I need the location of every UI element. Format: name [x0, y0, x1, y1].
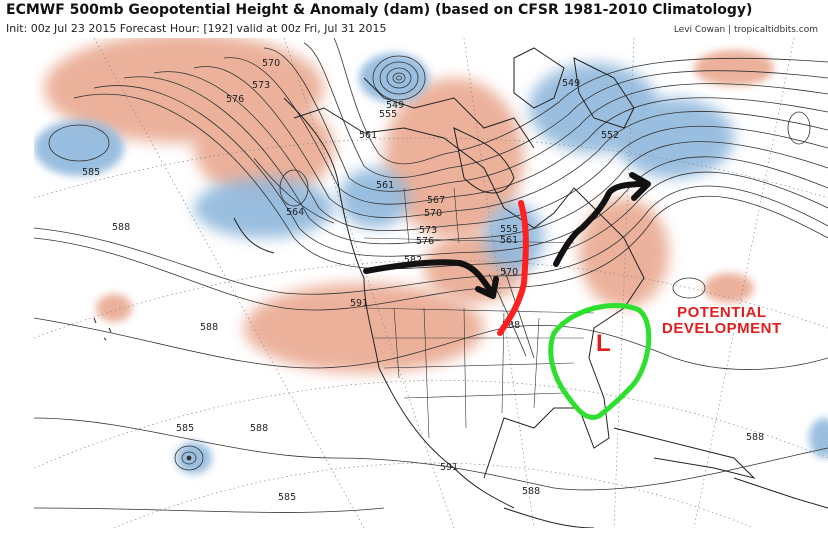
contour-label: 570 [424, 208, 442, 219]
contour-label: 555 [379, 109, 397, 120]
contour-label: 549 [386, 100, 404, 111]
coastlines [93, 47, 828, 528]
contour-label: 555 [500, 224, 518, 235]
init-forecast-info: Init: 00z Jul 23 2015 Forecast Hour: [19… [6, 22, 387, 35]
contour-label: 567 [427, 195, 445, 206]
contour-label: 588 [250, 423, 268, 434]
contour-label: 588 [502, 320, 520, 331]
low-pressure-marker: L [596, 330, 611, 357]
contour-label: 588 [746, 432, 764, 443]
map-canvas: 570 576 573 549 555 561 549 552 585 561 … [34, 38, 828, 528]
chart-title: ECMWF 500mb Geopotential Height & Anomal… [6, 2, 753, 18]
contour-label: 552 [601, 130, 619, 141]
contour-label: 570 [500, 267, 518, 278]
contour-label: 585 [176, 423, 194, 434]
flow-arrow-west [363, 259, 499, 299]
contour-label: 591 [440, 462, 458, 473]
contour-label: 588 [522, 486, 540, 497]
trough-line [497, 200, 529, 336]
closed-lows [48, 55, 811, 471]
negative-anomaly-areas [34, 53, 828, 474]
flow-arrow-east [553, 172, 651, 267]
contour-labels: 570 576 573 549 555 561 549 552 585 561 … [82, 58, 764, 503]
contour-label: 549 [562, 78, 580, 89]
contour-label: 561 [500, 235, 518, 246]
development-circle [548, 302, 652, 420]
credit-text: Levi Cowan | tropicaltidbits.com [673, 25, 818, 35]
contour-label: 585 [278, 492, 296, 503]
contour-label: 588 [112, 222, 130, 233]
contour-label: 573 [252, 80, 270, 91]
contour-label: 591 [350, 298, 368, 309]
contour-label: 576 [226, 94, 244, 105]
contour-label: 573 [419, 225, 437, 236]
weather-map: 570 576 573 549 555 561 549 552 585 561 … [34, 38, 828, 528]
contour-label: 564 [286, 207, 304, 218]
height-contours [34, 38, 828, 513]
contour-label: 585 [82, 167, 100, 178]
potential-development-label: POTENTIAL DEVELOPMENT [662, 304, 782, 337]
state-borders [363, 187, 595, 439]
contour-label: 570 [262, 58, 280, 69]
contour-label: 561 [376, 180, 394, 191]
contour-label: 576 [416, 236, 434, 247]
contour-label: 561 [359, 130, 377, 141]
contour-label: 588 [200, 322, 218, 333]
contour-label: 582 [404, 255, 422, 266]
